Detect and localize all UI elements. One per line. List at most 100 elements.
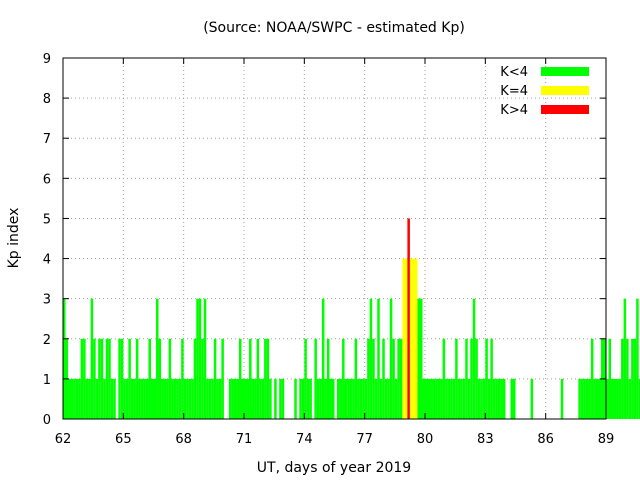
y-tick-label: 7	[43, 132, 51, 147]
kp-bar	[419, 298, 423, 419]
kp-bar	[113, 378, 116, 419]
kp-bar	[304, 338, 307, 419]
kp-bar	[80, 338, 84, 419]
kp-bar	[623, 298, 627, 419]
kp-bar	[125, 378, 129, 419]
kp-bar	[427, 378, 431, 419]
kp-bar	[384, 378, 388, 419]
kp-bar	[621, 338, 624, 419]
kp-bar	[344, 378, 348, 419]
kp-bar	[319, 378, 322, 419]
kp-bar	[148, 338, 151, 419]
kp-bar	[598, 378, 601, 419]
kp-bar	[173, 378, 177, 419]
kp-bar	[299, 378, 302, 419]
kp-bar	[477, 378, 481, 419]
kp-bar	[233, 378, 237, 419]
kp-bar	[181, 338, 184, 419]
kp-bar	[512, 378, 516, 419]
kp-bar	[261, 378, 265, 419]
kp-bar	[259, 378, 262, 419]
kp-bar	[238, 338, 242, 419]
kp-bar	[329, 378, 332, 419]
kp-bar	[616, 378, 619, 419]
kp-bar	[85, 378, 89, 419]
kp-bar	[249, 338, 252, 419]
kp-bar	[485, 338, 488, 419]
kp-bar	[246, 378, 250, 419]
kp-bar	[347, 378, 350, 419]
x-tick-label: 71	[236, 432, 253, 447]
kp-bar	[269, 378, 272, 419]
kp-bar	[583, 378, 586, 419]
kp-bar	[316, 378, 320, 419]
x-tick-label: 86	[537, 432, 554, 447]
kp-bar	[206, 378, 209, 419]
kp-bar	[138, 378, 141, 419]
kp-bar	[367, 338, 370, 419]
kp-bar	[447, 378, 451, 419]
kp-bar	[435, 378, 438, 419]
x-tick-label: 83	[477, 432, 494, 447]
chart-title: (Source: NOAA/SWPC - estimated Kp)	[203, 20, 465, 36]
legend-label: K=4	[500, 84, 528, 99]
kp-bar	[103, 378, 106, 419]
kp-bar	[186, 378, 189, 419]
kp-bar	[145, 378, 149, 419]
kp-bar	[68, 378, 71, 419]
kp-bar	[362, 378, 365, 419]
kp-bar	[628, 378, 632, 419]
x-tick-label: 80	[417, 432, 434, 447]
kp-bar	[608, 338, 612, 419]
kp-bar	[492, 378, 496, 419]
kp-bar	[342, 338, 345, 419]
kp-bar	[191, 378, 194, 419]
kp-bar	[452, 378, 456, 419]
kp-bar	[158, 338, 162, 419]
kp-bar	[279, 378, 282, 419]
kp-bar	[218, 378, 222, 419]
y-tick-label: 5	[43, 212, 51, 227]
kp-bar	[394, 378, 398, 419]
kp-bar	[588, 378, 591, 419]
kp-bar	[392, 338, 395, 419]
kp-bar	[402, 258, 405, 419]
kp-bar	[412, 258, 415, 419]
kp-bar	[196, 298, 199, 419]
kp-bar	[585, 378, 589, 419]
kp-bar	[133, 378, 136, 419]
kp-bar	[140, 378, 144, 419]
x-axis-ticks: 62 65 68 71 74 77 80 83 86 89	[55, 58, 614, 447]
kp-bar	[176, 378, 179, 419]
kp-bar	[156, 298, 159, 419]
kp-bar	[457, 378, 461, 419]
kp-bar	[397, 338, 400, 419]
y-axis-ticks: 0 1 2 3 4 5 6 7 8 9	[43, 52, 606, 428]
kp-bar	[359, 378, 363, 419]
legend-swatch	[541, 86, 589, 95]
kp-bar	[487, 378, 491, 419]
kp-bar	[455, 338, 458, 419]
x-tick-label: 77	[356, 432, 373, 447]
kp-bar	[203, 298, 207, 419]
kp-bar	[266, 338, 270, 419]
kp-bar	[480, 378, 483, 419]
kp-bar	[88, 378, 91, 419]
kp-bar	[633, 338, 637, 419]
kp-bar	[251, 378, 255, 419]
kp-bar	[354, 338, 358, 419]
kp-bar	[593, 378, 596, 419]
kp-bar	[326, 338, 330, 419]
kp-bar	[294, 378, 297, 419]
kp-bar	[349, 378, 353, 419]
kp-bar	[432, 378, 436, 419]
kp-bar	[90, 298, 94, 419]
kp-bar	[241, 378, 244, 419]
kp-bar	[500, 378, 503, 419]
kp-bar	[213, 338, 217, 419]
kp-bar	[274, 378, 277, 419]
kp-bar	[631, 338, 634, 419]
kp-bar	[306, 378, 310, 419]
kp-bar	[409, 258, 413, 419]
